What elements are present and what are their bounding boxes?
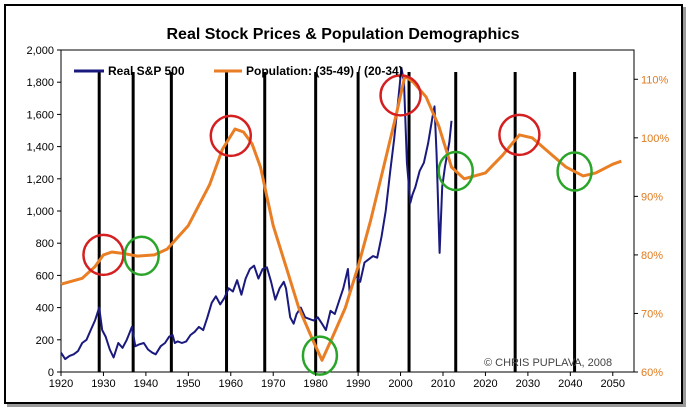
copyright-label: © CHRIS PUPLAVA, 2008 bbox=[484, 357, 612, 369]
chart-title: Real Stock Prices & Population Demograph… bbox=[167, 26, 520, 43]
y-left-tick-label: 1,800 bbox=[26, 77, 54, 89]
y-right-tick-label: 60% bbox=[641, 367, 663, 379]
y-left-tick-label: 600 bbox=[36, 270, 54, 282]
y-right-tick-label: 90% bbox=[641, 191, 663, 203]
peak-circle bbox=[498, 113, 541, 157]
x-tick-label: 2000 bbox=[388, 378, 412, 390]
plot-area bbox=[60, 49, 635, 373]
chart-svg: Real Stock Prices & Population Demograph… bbox=[26, 26, 669, 390]
x-tick-label: 1960 bbox=[219, 378, 243, 390]
y-right-tick-label: 110% bbox=[641, 74, 669, 86]
legend: Real S&P 500 Population: (35-49) / (20-3… bbox=[74, 64, 403, 78]
axes: 0 200 400 600 800 1,000 1,200 1,400 1,600 1,800 2,… bbox=[26, 45, 669, 390]
series-line-population bbox=[60, 74, 622, 362]
y-left-tick-label: 1,200 bbox=[26, 174, 54, 186]
x-tick-label: 2030 bbox=[516, 378, 540, 390]
trough-circle bbox=[437, 150, 474, 192]
x-tick-label: 1930 bbox=[91, 378, 115, 390]
vertical-markers bbox=[97, 72, 577, 372]
y-left-tick-label: 800 bbox=[36, 238, 54, 250]
chart-frame: Real Stock Prices & Population Demograph… bbox=[4, 4, 683, 404]
y-left-tick-label: 1,400 bbox=[26, 142, 54, 154]
x-tick-label: 1980 bbox=[303, 378, 327, 390]
trough-circle bbox=[123, 235, 160, 277]
trough-circle bbox=[301, 335, 339, 376]
x-tick-label: 1990 bbox=[346, 378, 370, 390]
y-left-tick-label: 1,000 bbox=[26, 206, 54, 218]
series-group bbox=[60, 66, 622, 362]
x-tick-label: 2050 bbox=[601, 378, 625, 390]
x-tick-label: 2010 bbox=[431, 378, 455, 390]
x-tick-label: 2020 bbox=[473, 378, 497, 390]
y-right-tick-label: 80% bbox=[641, 250, 663, 262]
x-tick-label: 1950 bbox=[176, 378, 200, 390]
y-right-tick-label: 100% bbox=[641, 133, 669, 145]
x-tick-label: 2040 bbox=[558, 378, 582, 390]
highlight-circles bbox=[82, 74, 593, 376]
legend-label-population: Population: (35-49) / (20-34) bbox=[246, 64, 403, 78]
y-left-tick-label: 2,000 bbox=[26, 45, 54, 57]
x-tick-label: 1920 bbox=[49, 378, 73, 390]
x-tick-label: 1940 bbox=[134, 378, 158, 390]
y-left-tick-label: 400 bbox=[36, 303, 54, 315]
series-line-sp500 bbox=[60, 66, 453, 361]
y-left-tick-label: 1,600 bbox=[26, 109, 54, 121]
y-right-tick-label: 70% bbox=[641, 308, 663, 320]
peak-circle bbox=[209, 114, 253, 158]
y-left-tick-label: 0 bbox=[48, 367, 54, 379]
x-tick-label: 1970 bbox=[261, 378, 285, 390]
peak-circle bbox=[379, 74, 422, 117]
trough-circle bbox=[556, 151, 593, 192]
y-left-tick-label: 200 bbox=[36, 335, 54, 347]
legend-label-sp500: Real S&P 500 bbox=[108, 64, 185, 78]
